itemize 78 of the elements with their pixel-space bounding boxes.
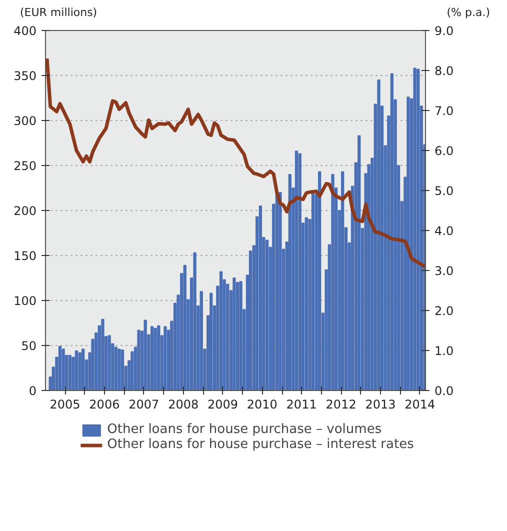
bar [157, 325, 160, 390]
y2-tick-label: 2.0 [434, 304, 454, 318]
y-tick-label: 150 [14, 249, 36, 263]
bar [304, 217, 308, 390]
x-tick-label: 2014 [404, 398, 436, 412]
bar [68, 354, 72, 390]
bar [377, 80, 380, 390]
bar [81, 348, 85, 390]
bar [101, 318, 104, 390]
bar [137, 330, 140, 390]
bar [318, 171, 322, 390]
bar [74, 350, 78, 390]
y-tick-label: 400 [14, 24, 36, 38]
bar [341, 171, 344, 390]
bar [200, 291, 203, 390]
bar [120, 350, 124, 390]
bar [232, 278, 236, 390]
y2-tick-label: 8.0 [434, 64, 454, 78]
x-tick-label: 2006 [89, 398, 120, 412]
y2-tick-label: 0.0 [434, 384, 454, 398]
x-tick-label: 2008 [168, 398, 199, 412]
bar [278, 192, 282, 390]
x-tick-label: 2005 [50, 398, 80, 412]
bar [298, 153, 302, 390]
bar [183, 264, 186, 390]
y2-tick-label: 3.0 [434, 264, 454, 278]
bar [258, 206, 262, 390]
y-tick-label: 0 [28, 384, 37, 398]
y-tick-label: 100 [14, 294, 36, 308]
x-tick-label: 2007 [128, 398, 160, 412]
y2-tick-label: 6.0 [434, 144, 454, 158]
x-tick-label: 2009 [207, 398, 238, 412]
bar [288, 174, 292, 390]
bar [154, 328, 157, 390]
bar [294, 150, 298, 390]
bar [150, 326, 154, 390]
bar [144, 320, 147, 390]
bar [331, 174, 334, 390]
y2-tick-label: 5.0 [434, 184, 454, 198]
bar [265, 240, 269, 390]
bar [130, 351, 134, 390]
x-tick-label: 2011 [286, 398, 317, 412]
bar [114, 346, 118, 390]
bar [226, 284, 230, 390]
bar [311, 192, 315, 390]
y2label: (% p.a.) [446, 5, 490, 21]
y-tick-label: 50 [21, 339, 37, 353]
y-tick-label: 350 [14, 69, 36, 83]
y-tick-label: 200 [14, 204, 36, 218]
bar [78, 352, 82, 390]
y2-tick-label: 4.0 [434, 224, 454, 238]
bar [406, 96, 410, 390]
y2-tick-label: 1.0 [434, 344, 454, 358]
bar [416, 68, 420, 390]
bar [275, 194, 279, 390]
bar [164, 326, 167, 390]
x-tick-label: 2010 [246, 398, 278, 412]
bar [358, 135, 361, 390]
y2-tick-label: 7.0 [434, 104, 454, 118]
bar [108, 335, 111, 390]
bar [239, 281, 242, 390]
x-tick-label: 2013 [365, 398, 396, 412]
bar [118, 348, 121, 390]
ylabel: (EUR millions) [20, 5, 98, 21]
x-tick-label: 2012 [326, 398, 356, 412]
line-series [46, 56, 426, 268]
bar [390, 73, 394, 390]
legend-label: Other loans for house purchase – volumes [107, 422, 382, 437]
y-tick-label: 250 [14, 159, 36, 173]
bar [413, 68, 416, 390]
legend-label: Other loans for house purchase – interest rates [107, 437, 414, 452]
bar [219, 271, 223, 390]
bar [62, 348, 65, 390]
bar [193, 252, 196, 390]
y2-tick-label: 9.0 [434, 24, 454, 38]
y-tick-label: 300 [14, 114, 36, 128]
bar [210, 292, 213, 390]
bar [58, 346, 62, 390]
